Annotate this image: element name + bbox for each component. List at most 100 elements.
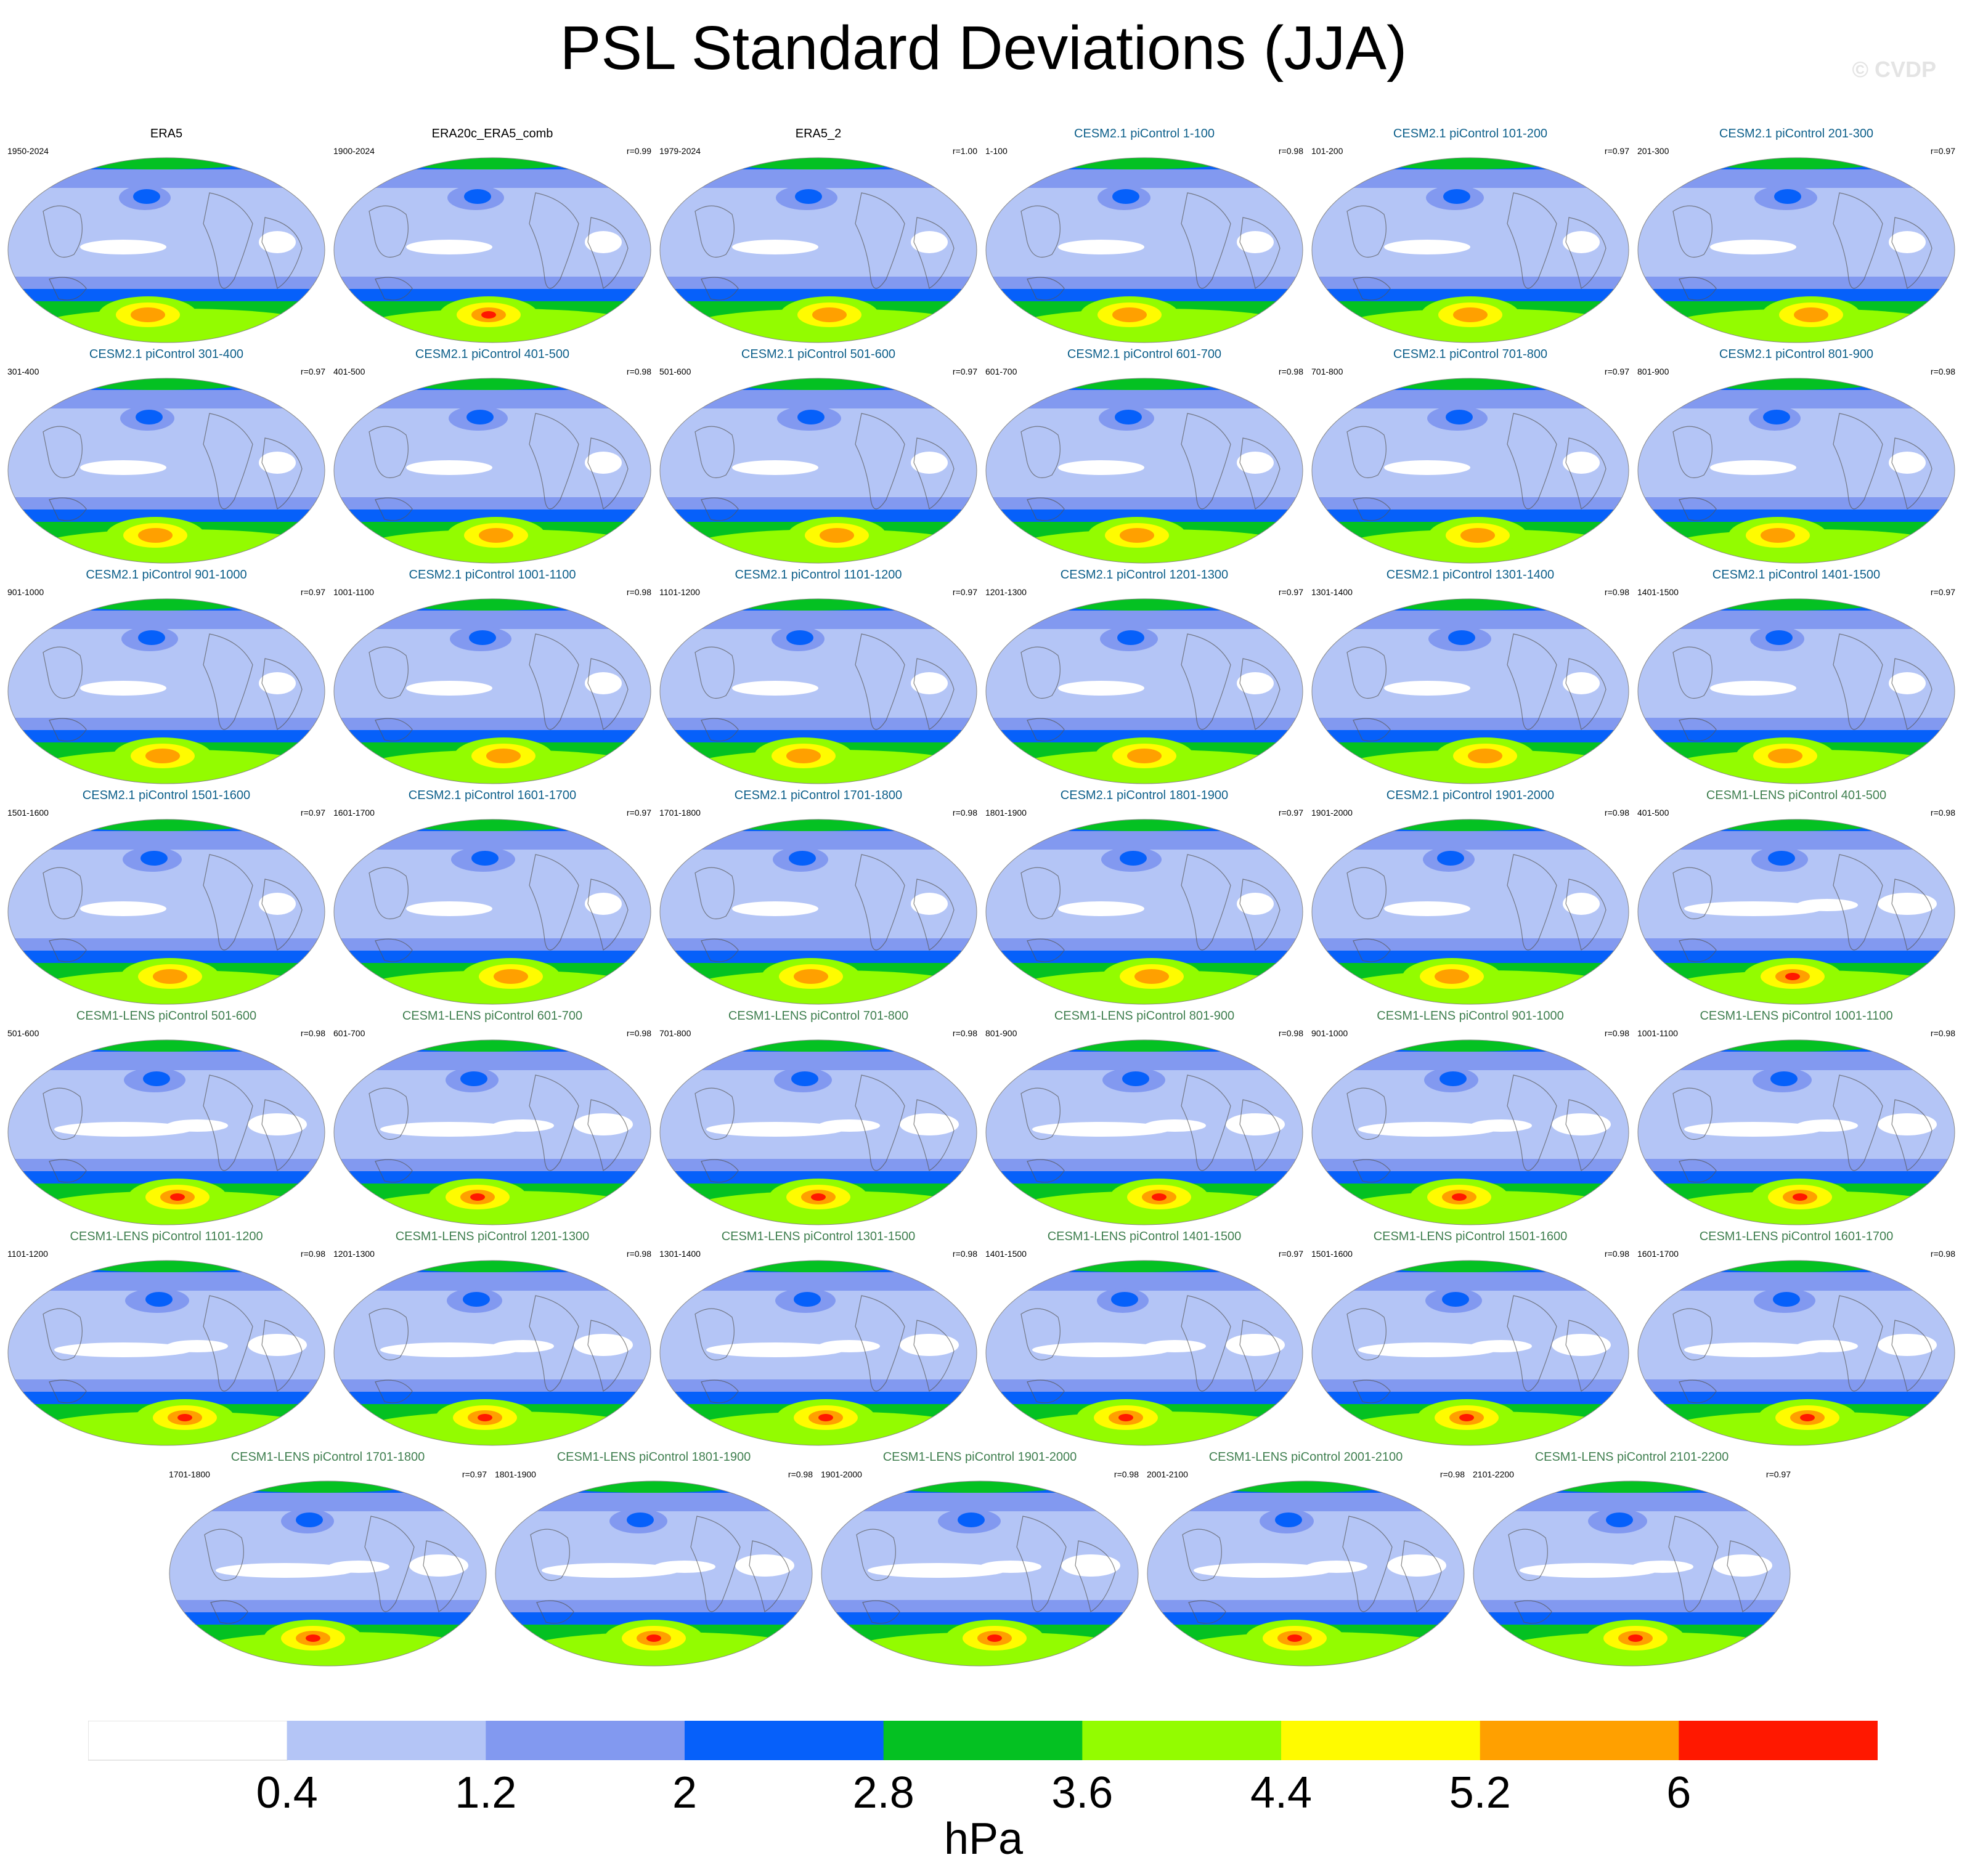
panel-correlation: r=0.97 — [1604, 146, 1629, 156]
map-panel: CESM1-LENS piControl 1701-1800 1701-1800 r… — [168, 1450, 488, 1673]
colorbar-swatch — [287, 1721, 486, 1760]
psl-std-map — [659, 1039, 977, 1225]
panel-title: CESM2.1 piControl 1301-1400 — [1386, 568, 1555, 582]
map-panel: CESM2.1 piControl 1701-1800 1701-1800 r=0.… — [658, 788, 979, 1011]
psl-std-map — [659, 1260, 977, 1446]
panel-year-range: 601-700 — [985, 367, 1017, 376]
panel-correlation: r=0.98 — [1604, 808, 1629, 818]
psl-std-map — [1311, 157, 1629, 343]
panel-correlation: r=0.98 — [952, 1028, 977, 1038]
panel-title: CESM1-LENS piControl 1901-2000 — [882, 1450, 1077, 1464]
panel-year-range: 401-500 — [1637, 808, 1669, 818]
panel-year-range: 701-800 — [659, 1028, 691, 1038]
panel-correlation: r=0.98 — [1278, 367, 1303, 376]
colorbar-units-label: hPa — [943, 1814, 1024, 1864]
map-panel: CESM1-LENS piControl 501-600 501-600 r=0.9… — [6, 1009, 327, 1232]
colorbar-swatch — [1480, 1721, 1679, 1760]
panel-year-range: 801-900 — [1637, 367, 1669, 376]
panel-year-range: 1950-2024 — [7, 146, 49, 156]
panel-year-range: 1201-1300 — [333, 1249, 375, 1259]
panel-year-range: 101-200 — [1311, 146, 1343, 156]
map-panel: CESM1-LENS piControl 1001-1100 1001-1100 r… — [1636, 1009, 1957, 1232]
panel-correlation: r=0.98 — [1930, 1028, 1955, 1038]
panel-title: CESM1-LENS piControl 401-500 — [1706, 789, 1887, 802]
panel-correlation: r=0.98 — [1930, 808, 1955, 818]
panel-title: CESM2.1 piControl 501-600 — [741, 347, 896, 361]
psl-std-map — [333, 819, 651, 1005]
panel-correlation: r=0.98 — [952, 1249, 977, 1259]
psl-std-map — [7, 598, 325, 784]
panel-title: CESM2.1 piControl 901-1000 — [86, 568, 247, 582]
panel-year-range: 1701-1800 — [169, 1469, 210, 1479]
panel-year-range: 1101-1200 — [7, 1249, 48, 1259]
panel-correlation: r=0.98 — [952, 808, 977, 818]
map-panel: CESM1-LENS piControl 1401-1500 1401-1500 r… — [984, 1229, 1305, 1452]
panel-title: CESM2.1 piControl 401-500 — [415, 347, 570, 361]
panel-title: CESM2.1 piControl 201-300 — [1719, 127, 1874, 140]
psl-std-map — [7, 157, 325, 343]
panel-year-range: 401-500 — [333, 367, 365, 376]
psl-std-map — [7, 1039, 325, 1225]
map-panel: CESM2.1 piControl 601-700 601-700 r=0.98 — [984, 347, 1305, 570]
map-panel: CESM2.1 piControl 1001-1100 1001-1100 r=0.… — [332, 567, 653, 790]
panel-year-range: 1801-1900 — [985, 808, 1027, 818]
panel-title: CESM2.1 piControl 1-100 — [1074, 127, 1215, 140]
psl-std-map — [985, 598, 1303, 784]
colorbar-tick-label: 2 — [672, 1768, 698, 1817]
map-panel: CESM1-LENS piControl 1901-2000 1901-2000 r… — [820, 1450, 1140, 1673]
panel-year-range: 1901-2000 — [1311, 808, 1353, 818]
map-panel: CESM1-LENS piControl 1801-1900 1801-1900 r… — [494, 1450, 814, 1673]
panel-title: CESM1-LENS piControl 1201-1300 — [395, 1230, 590, 1243]
panel-year-range: 1979-2024 — [659, 146, 701, 156]
colorbar-swatch — [685, 1721, 884, 1760]
panel-correlation: r=0.97 — [300, 808, 325, 818]
psl-std-map — [659, 157, 977, 343]
map-panel: CESM2.1 piControl 701-800 701-800 r=0.97 — [1310, 347, 1631, 570]
map-panel: CESM1-LENS piControl 901-1000 901-1000 r=0… — [1310, 1009, 1631, 1232]
map-panel: ERA5 1950-2024 — [6, 126, 327, 349]
panel-correlation: r=0.98 — [1278, 1028, 1303, 1038]
psl-std-map — [1311, 598, 1629, 784]
psl-std-map — [333, 1260, 651, 1446]
panel-correlation: r=1.00 — [952, 146, 977, 156]
panel-title: CESM1-LENS piControl 1001-1100 — [1700, 1009, 1893, 1023]
panel-correlation: r=0.98 — [1604, 1028, 1629, 1038]
map-panel: CESM1-LENS piControl 2101-2200 2101-2200 r… — [1472, 1450, 1792, 1673]
psl-std-map — [1311, 1039, 1629, 1225]
panel-correlation: r=0.97 — [1765, 1469, 1791, 1479]
panel-title: CESM2.1 piControl 1901-2000 — [1386, 789, 1555, 802]
panel-correlation: r=0.98 — [626, 1028, 651, 1038]
psl-std-map — [1637, 1260, 1955, 1446]
panel-title: CESM1-LENS piControl 501-600 — [76, 1009, 257, 1023]
psl-std-map — [1637, 819, 1955, 1005]
panel-correlation: r=0.98 — [300, 1028, 325, 1038]
copyright-label: © CVDP — [1852, 57, 1936, 82]
panel-title: CESM2.1 piControl 1701-1800 — [734, 789, 903, 802]
map-panel: CESM1-LENS piControl 1101-1200 1101-1200 r… — [6, 1229, 327, 1452]
psl-std-map — [495, 1480, 813, 1667]
panel-correlation: r=0.98 — [1114, 1469, 1139, 1479]
psl-std-map — [985, 819, 1303, 1005]
panel-correlation: r=0.98 — [300, 1249, 325, 1259]
panel-year-range: 1901-2000 — [821, 1469, 862, 1479]
panel-year-range: 1201-1300 — [985, 587, 1027, 597]
colorbar-swatch — [1679, 1721, 1878, 1760]
panel-year-range: 701-800 — [1311, 367, 1343, 376]
panel-correlation: r=0.99 — [626, 146, 651, 156]
panel-title: CESM2.1 piControl 1001-1100 — [409, 568, 576, 582]
panel-year-range: 1900-2024 — [333, 146, 375, 156]
panel-year-range: 1001-1100 — [1637, 1028, 1678, 1038]
panel-year-range: 801-900 — [985, 1028, 1017, 1038]
panel-year-range: 201-300 — [1637, 146, 1669, 156]
map-panel: CESM2.1 piControl 1501-1600 1501-1600 r=0.… — [6, 788, 327, 1011]
panel-year-range: 601-700 — [333, 1028, 365, 1038]
panel-year-range: 501-600 — [7, 1028, 39, 1038]
panel-year-range: 1801-1900 — [495, 1469, 536, 1479]
panel-title: CESM2.1 piControl 601-700 — [1067, 347, 1222, 361]
panel-title: CESM1-LENS piControl 1101-1200 — [70, 1230, 263, 1243]
panel-title: CESM1-LENS piControl 1701-1800 — [230, 1450, 425, 1464]
colorbar-swatch — [88, 1721, 288, 1761]
panel-year-range: 501-600 — [659, 367, 691, 376]
map-panel: CESM2.1 piControl 101-200 101-200 r=0.97 — [1310, 126, 1631, 349]
panel-correlation: r=0.97 — [1278, 808, 1303, 818]
